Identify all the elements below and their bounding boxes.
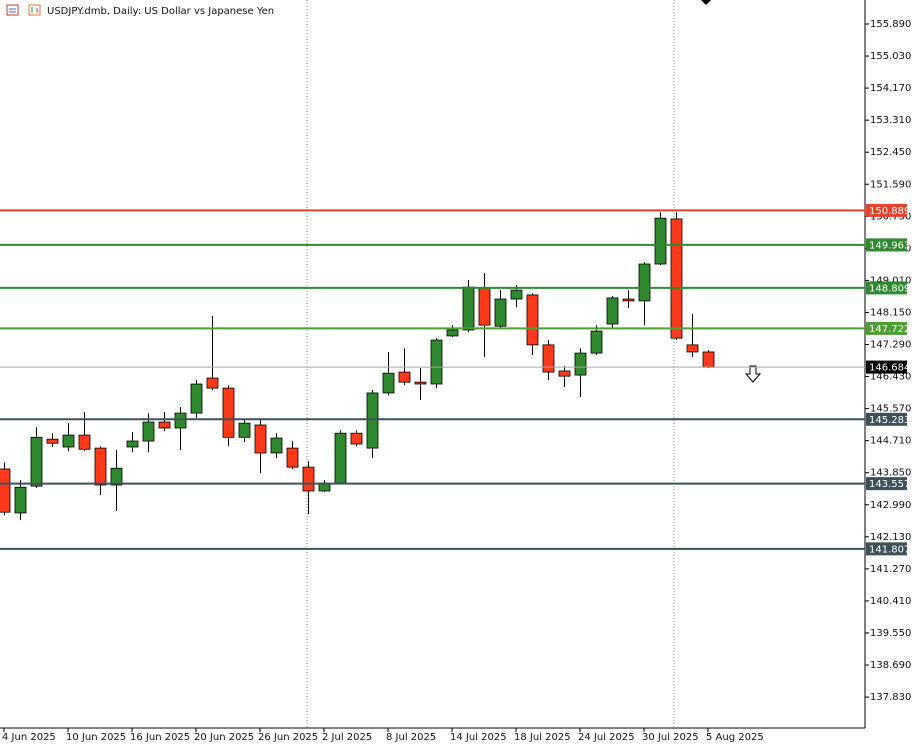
x-tick-label: 14 Jul 2025	[450, 732, 507, 743]
candle-body	[398, 371, 411, 383]
level-label: 148.809	[869, 283, 910, 294]
level-label: 143.557	[869, 479, 910, 490]
candle-body	[478, 287, 491, 326]
y-tick-label: 144.710	[870, 436, 911, 447]
candle-body	[446, 329, 459, 337]
level-label-bg	[866, 477, 907, 491]
candle-body	[702, 351, 715, 368]
x-tick-label: 20 Jun 2025	[194, 732, 254, 743]
y-tick-label: 149.010	[870, 275, 911, 286]
level-label: 146.684	[869, 363, 910, 374]
x-tick-label: 30 Jul 2025	[642, 732, 699, 743]
candle-body	[350, 432, 363, 445]
y-tick-label: 142.990	[870, 500, 911, 511]
candle-body	[254, 424, 267, 454]
candle-body	[222, 387, 235, 438]
y-tick-label: 143.850	[870, 468, 911, 479]
level-label-bg	[866, 281, 907, 295]
candle-body	[382, 372, 395, 394]
candle-body	[174, 412, 187, 429]
x-tick-label: 5 Aug 2025	[706, 732, 764, 743]
candle-body	[126, 440, 139, 448]
x-tick-label: 4 Jun 2025	[2, 732, 56, 743]
candle-body	[606, 297, 619, 325]
candle-body	[558, 370, 571, 377]
level-label: 145.283	[869, 415, 910, 426]
level-label: 141.807	[869, 544, 910, 555]
y-tick-label: 154.170	[870, 83, 911, 94]
candle-body	[14, 486, 27, 514]
candle-body	[206, 377, 219, 389]
candle-body	[686, 344, 699, 353]
candle-body	[510, 289, 523, 300]
y-tick-label: 155.890	[870, 19, 911, 30]
candle-body	[334, 432, 347, 484]
x-tick-label: 2 Jul 2025	[322, 732, 372, 743]
level-label: 147.722	[869, 324, 910, 335]
candle-body	[142, 421, 155, 442]
candle-body	[526, 294, 539, 346]
y-tick-label: 142.130	[870, 532, 911, 543]
candle-body	[574, 352, 587, 376]
candle-body	[286, 447, 299, 468]
x-tick-label: 10 Jun 2025	[66, 732, 126, 743]
candle-body	[462, 286, 475, 331]
y-tick-label: 153.310	[870, 115, 911, 126]
candle-body	[94, 447, 107, 486]
y-tick-label: 148.150	[870, 307, 911, 318]
candle-body	[30, 436, 43, 487]
y-tick-label: 138.690	[870, 660, 911, 671]
candle-body	[110, 467, 123, 486]
y-tick-label: 151.590	[870, 179, 911, 190]
candle-body	[542, 344, 555, 373]
window-icon	[6, 4, 41, 16]
candle-body	[366, 392, 379, 449]
y-tick-label: 140.410	[870, 596, 911, 607]
x-tick-label: 18 Jul 2025	[514, 732, 571, 743]
candle-body	[430, 339, 443, 385]
shift-marker	[701, 0, 711, 5]
candle-body	[494, 298, 507, 327]
candle-body	[158, 421, 171, 429]
y-tick-label: 139.550	[870, 628, 911, 639]
y-tick-label: 146.430	[870, 372, 911, 383]
y-tick-label: 137.830	[870, 692, 911, 703]
candle-body	[62, 434, 75, 448]
candle-body	[622, 298, 635, 302]
y-tick-label: 145.570	[870, 404, 911, 415]
x-tick-label: 16 Jun 2025	[130, 732, 190, 743]
level-label-bg	[866, 203, 907, 217]
candle-body	[590, 330, 603, 354]
x-tick-label: 24 Jul 2025	[578, 732, 635, 743]
candle-body	[270, 437, 283, 454]
plot-area	[0, 212, 715, 521]
y-tick-label: 141.270	[870, 564, 911, 575]
y-tick-label: 147.290	[870, 340, 911, 351]
level-label: 149.963	[869, 240, 910, 251]
y-tick-label: 152.450	[870, 147, 911, 158]
candle-body	[638, 263, 651, 302]
candle-body	[0, 468, 11, 513]
chart-title: USDJPY.dmb, Daily: US Dollar vs Japanese…	[47, 6, 274, 17]
candle-body	[46, 438, 59, 444]
candle-body	[190, 383, 203, 414]
level-label-bg	[866, 321, 907, 335]
candle-body	[670, 218, 683, 339]
level-label: 150.889	[869, 206, 910, 217]
level-label-bg	[866, 360, 907, 374]
level-label-bg	[866, 412, 907, 426]
x-tick-label: 26 Jun 2025	[258, 732, 318, 743]
candle-body	[414, 381, 427, 385]
candle-body	[654, 217, 667, 265]
candle-body	[238, 422, 251, 438]
y-tick-label: 155.030	[870, 51, 911, 62]
level-label-bg	[866, 238, 907, 252]
level-label-bg	[866, 542, 907, 556]
candle-body	[302, 466, 315, 492]
x-tick-label: 8 Jul 2025	[386, 732, 436, 743]
candle-body	[78, 434, 91, 450]
